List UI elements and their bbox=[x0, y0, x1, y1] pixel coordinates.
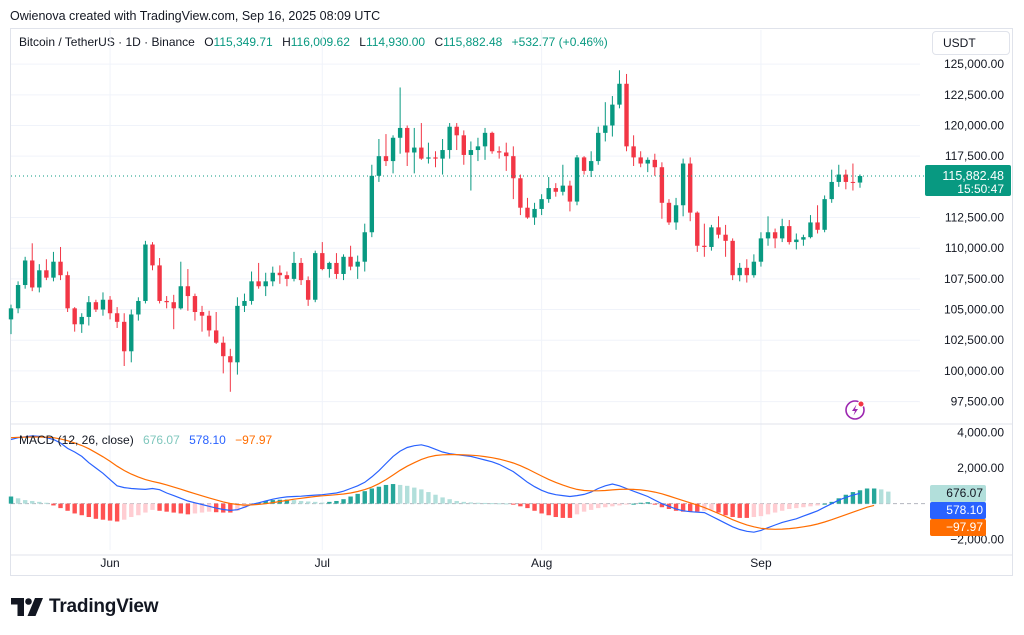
macd-legend-hist: 676.07 bbox=[143, 433, 180, 447]
low-value: 114,930.00 bbox=[365, 35, 426, 49]
macd-legend-macd: 578.10 bbox=[189, 433, 226, 447]
high-label: H bbox=[282, 35, 291, 49]
currency-button[interactable]: USDT bbox=[932, 31, 1010, 55]
macd-legend: MACD (12, 26, close) 676.07 578.10 −97.9… bbox=[19, 433, 272, 447]
brand-logo[interactable]: TradingView bbox=[11, 596, 159, 618]
macd-legend-label: MACD (12, 26, close) bbox=[19, 433, 134, 447]
change-value: +532.77 (+0.46%) bbox=[511, 35, 608, 49]
open-label: O bbox=[204, 35, 214, 49]
symbol-legend: Bitcoin / TetherUS · 1D · Binance O115,3… bbox=[19, 35, 608, 49]
chart-frame bbox=[10, 28, 1013, 576]
chart-credit: Owienova created with TradingView.com, S… bbox=[10, 9, 381, 23]
close-value: 115,882.48 bbox=[443, 35, 503, 49]
symbol-name[interactable]: Bitcoin / TetherUS · 1D · Binance bbox=[19, 35, 195, 49]
close-label: C bbox=[434, 35, 444, 49]
open-value: 115,349.71 bbox=[213, 35, 273, 49]
tradingview-logo-icon bbox=[11, 598, 43, 616]
high-value: 116,009.62 bbox=[290, 35, 350, 49]
brand-name: TradingView bbox=[49, 596, 159, 617]
macd-legend-signal: −97.97 bbox=[235, 433, 273, 447]
low-label: L bbox=[359, 35, 366, 49]
